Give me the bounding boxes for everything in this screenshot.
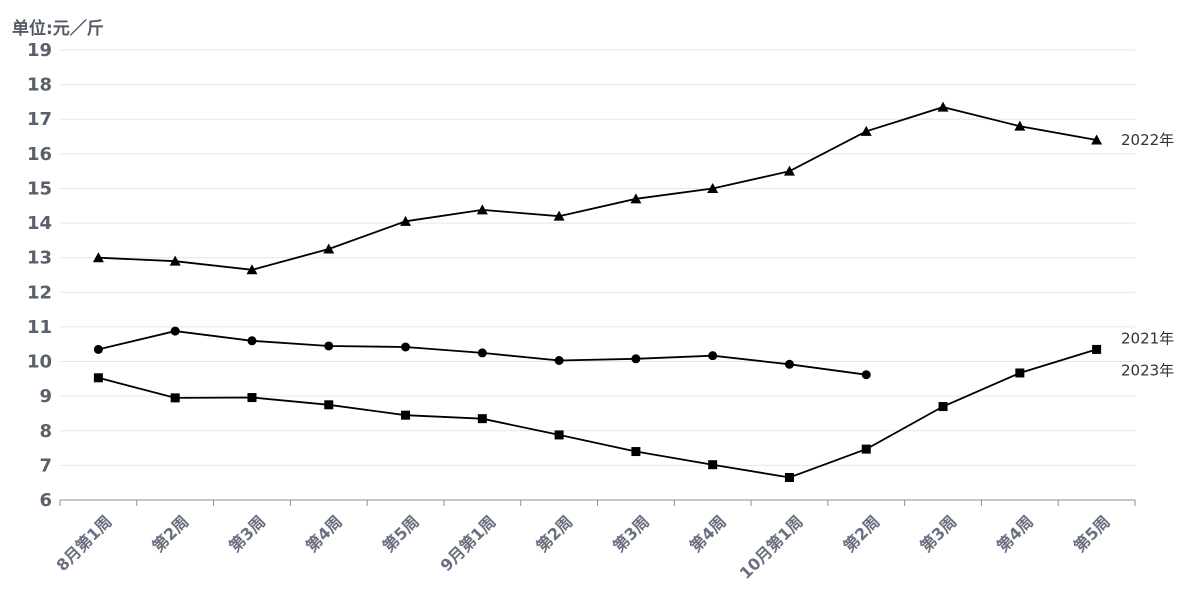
y-tick-label: 14 [27,213,52,234]
unit-label: 单位:元／斤 [12,19,104,39]
data-point-triangle [1091,134,1103,145]
data-point-square [554,430,564,440]
y-tick-label: 6 [39,490,52,511]
data-point-triangle [1014,120,1026,131]
y-tick-label: 16 [27,144,52,165]
data-point-square [477,414,487,424]
x-tick-label: 第2周 [840,512,884,556]
data-point-square [324,400,334,410]
y-tick-label: 18 [27,75,52,96]
x-tick-label: 9月第1周 [437,512,500,575]
data-point-triangle [323,243,335,254]
data-point-square [631,447,641,457]
y-tick-label: 9 [39,386,52,407]
data-point-square [93,373,103,383]
data-point-circle [93,344,103,354]
x-tick-label: 10月第1周 [736,512,807,583]
data-point-circle [324,341,334,351]
y-tick-label: 15 [27,178,52,199]
data-point-triangle [169,255,181,266]
data-point-square [401,410,411,420]
y-tick-label: 7 [39,455,52,476]
data-point-square [784,473,794,482]
y-tick-label: 12 [27,282,52,303]
data-point-circle [708,351,718,361]
x-tick-label: 第5周 [379,512,423,556]
x-tick-label: 第4周 [993,512,1037,556]
data-point-circle [631,354,641,364]
x-tick-label: 第2周 [532,512,576,556]
data-point-circle [247,336,257,346]
data-point-square [247,393,257,403]
data-point-triangle [630,193,642,204]
data-point-circle [477,348,487,358]
data-point-circle [784,359,794,369]
data-point-triangle [860,125,872,136]
data-point-circle [554,356,564,365]
series-line-2022 [98,106,1097,271]
series-line-2023 [98,348,1097,479]
x-tick-label: 第3周 [609,512,653,556]
data-point-triangle [246,264,258,275]
data-point-triangle [937,101,949,112]
data-point-square [938,402,948,412]
series-label-2022: 2022年 [1121,131,1174,149]
x-tick-label: 第3周 [225,512,269,556]
y-tick-label: 10 [27,352,52,373]
y-tick-label: 17 [27,109,52,130]
x-tick-label: 8月第1周 [53,512,116,575]
x-tick-label: 第4周 [686,512,730,556]
y-tick-label: 13 [27,248,52,269]
data-point-triangle [92,252,104,263]
data-point-square [708,460,718,470]
data-point-circle [861,370,871,380]
series-label-2023: 2023年 [1121,361,1174,379]
x-tick-label: 第4周 [302,512,346,556]
x-tick-label: 第5周 [1070,512,1114,556]
data-point-square [1092,344,1102,354]
data-point-circle [170,326,180,336]
data-point-triangle [707,182,719,193]
data-point-triangle [476,204,488,215]
data-point-circle [401,342,411,352]
y-tick-label: 11 [27,317,52,338]
data-point-square [170,393,180,403]
x-tick-label: 第2周 [149,512,193,556]
data-point-square [861,444,871,454]
x-tick-label: 第3周 [916,512,960,556]
data-point-triangle [553,210,565,221]
data-point-triangle [783,165,795,176]
y-tick-label: 19 [27,40,52,61]
y-tick-label: 8 [39,421,52,442]
data-point-square [1015,368,1025,378]
series-label-2021: 2021年 [1121,329,1174,347]
data-point-triangle [400,215,412,226]
